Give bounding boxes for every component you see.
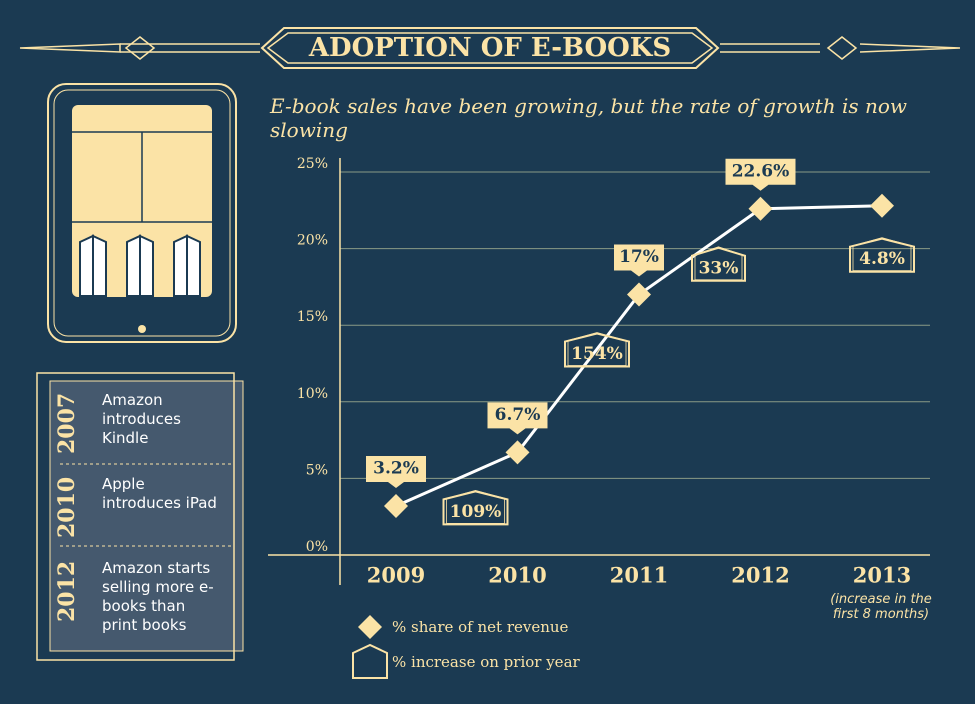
timeline-item: 2012 Amazon starts selling more e-books t…	[52, 549, 234, 634]
increase-box	[691, 246, 746, 282]
timeline-text: Amazon starts selling more e-books than …	[102, 559, 214, 634]
increase-box	[849, 237, 915, 273]
value-label-box	[614, 244, 664, 277]
value-label: 17%	[619, 247, 659, 267]
title: ADOPTION OF E-BOOKS	[308, 33, 671, 63]
y-tick-label: 0%	[306, 539, 328, 555]
y-tick-label: 25%	[297, 156, 328, 172]
x-tick-label: 2009	[367, 563, 425, 588]
timeline-year: 2012	[54, 560, 80, 622]
increase-box	[564, 332, 630, 368]
increase-label: 4.8%	[859, 249, 905, 269]
increase-label: 109%	[450, 502, 502, 522]
increase-box-inner	[694, 246, 743, 281]
timeline: 2007 Amazon introduces Kindle 2010 Apple in…	[37, 373, 243, 660]
legend-label: % increase on prior year	[392, 653, 581, 671]
increase-label: 33%	[699, 258, 739, 278]
x-tick-label: 2011	[610, 563, 668, 588]
category-note: (increase in the first 8 months)	[830, 592, 932, 622]
timeline-text: Amazon introduces Kindle	[102, 391, 181, 447]
timeline-item: 2010 Apple introduces iPad	[52, 465, 234, 545]
timeline-year: 2007	[54, 392, 80, 454]
increase-box-inner	[446, 489, 505, 524]
point	[748, 196, 773, 221]
tablet-icon	[47, 83, 237, 343]
y-tick-label: 5%	[306, 462, 328, 478]
y-tick-label: 15%	[297, 309, 328, 325]
timeline-year: 2010	[54, 476, 80, 538]
legend-marker	[352, 643, 388, 679]
y-tick-label: 20%	[297, 233, 328, 249]
legend-label: % share of net revenue	[392, 618, 569, 636]
value-label: 3.2%	[373, 458, 419, 478]
point	[870, 193, 894, 218]
value-label: 6.7%	[495, 405, 541, 425]
value-label-box	[366, 455, 426, 488]
x-tick-label: 2010	[488, 563, 546, 588]
increase-box	[442, 490, 509, 526]
x-tick-label: 2013	[853, 563, 911, 588]
title-ornament	[19, 27, 961, 69]
timeline-text: Apple introduces iPad	[102, 475, 217, 512]
point	[627, 282, 651, 307]
point	[384, 493, 408, 518]
point	[505, 440, 530, 465]
x-tick-label: 2012	[731, 563, 789, 588]
increase-box-inner	[567, 332, 627, 366]
timeline-item: 2007 Amazon introduces Kindle	[52, 381, 234, 461]
increase-label: 154%	[571, 344, 623, 364]
subtitle: E-book sales have been growing, but the …	[270, 94, 908, 142]
y-tick-label: 10%	[297, 386, 328, 402]
timeline-frame	[36, 372, 244, 661]
legend-marker	[358, 615, 382, 639]
value-label-box	[487, 402, 548, 435]
value-label: 22.6%	[732, 161, 790, 181]
increase-box-inner	[852, 237, 912, 272]
value-label-box	[725, 158, 796, 191]
